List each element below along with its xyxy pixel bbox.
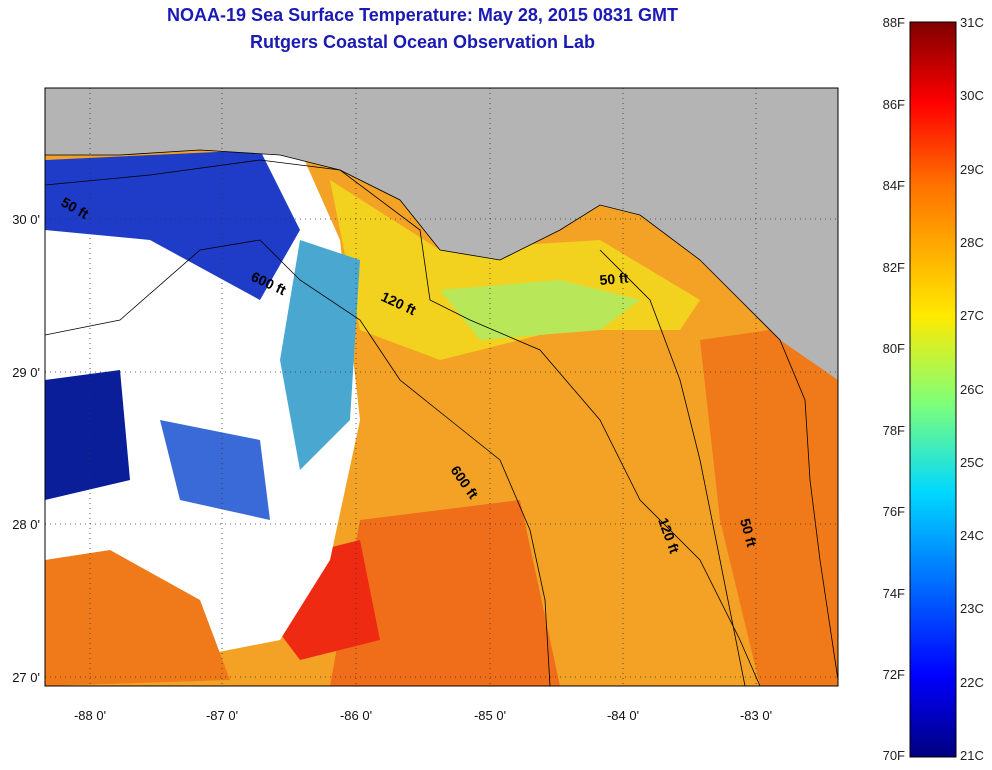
lon-tick-label: -87 0': [206, 708, 238, 723]
latitude-axis: 30 0' 29 0' 28 0' 27 0': [12, 212, 40, 685]
longitude-axis: -88 0' -87 0' -86 0' -85 0' -84 0' -83 0…: [74, 708, 772, 723]
colorbar-c-label: 31C: [960, 15, 984, 30]
colorbar-f-label: 78F: [883, 423, 905, 438]
graticule: [45, 88, 838, 686]
colorbar-f-label: 88F: [883, 15, 905, 30]
colorbar-c-label: 24C: [960, 528, 984, 543]
colorbar: [909, 21, 957, 758]
cool-water-patch: [160, 420, 270, 520]
colorbar-fahrenheit-scale: 88F 86F 84F 82F 80F 78F 76F 74F 72F 70F: [883, 15, 905, 763]
lat-tick-label: 27 0': [12, 670, 40, 685]
map-frame: [44, 87, 839, 687]
colorbar-c-label: 28C: [960, 235, 984, 250]
colorbar-f-label: 74F: [883, 586, 905, 601]
colorbar-f-label: 84F: [883, 178, 905, 193]
map-subtitle: Rutgers Coastal Ocean Observation Lab: [249, 32, 596, 52]
map-area: [45, 88, 838, 686]
lat-tick-label: 29 0': [12, 365, 40, 380]
colorbar-c-label: 29C: [960, 162, 984, 177]
cloud-cover: [45, 150, 360, 686]
colorbar-c-label: 25C: [960, 455, 984, 470]
cool-water-north: [45, 150, 300, 300]
lon-tick-label: -88 0': [74, 708, 106, 723]
colorbar-f-label: 82F: [883, 260, 905, 275]
lat-tick-label: 28 0': [12, 517, 40, 532]
lon-tick-label: -83 0': [740, 708, 772, 723]
colorbar-celsius-scale: 31C 30C 29C 28C 27C 26C 25C 24C 23C 22C …: [960, 15, 984, 763]
sea-surface-hot-east: [700, 330, 838, 686]
colorbar-c-label: 21C: [960, 748, 984, 763]
colorbar-f-label: 72F: [883, 667, 905, 682]
sea-surface-hot-south: [330, 500, 560, 686]
contour-label: 50 ft: [737, 517, 760, 549]
colorbar-c-label: 23C: [960, 601, 984, 616]
contour-label: 50 ft: [599, 270, 629, 288]
mixed-water-patch: [280, 240, 360, 470]
contour-50ft: [45, 159, 761, 686]
land-mass: [45, 88, 838, 380]
sea-surface-green: [440, 280, 640, 340]
map-title: NOAA-19 Sea Surface Temperature: May 28,…: [167, 5, 678, 25]
contour-120ft: [599, 249, 746, 686]
colorbar-f-label: 76F: [883, 504, 905, 519]
colorbar-f-label: 86F: [883, 97, 905, 112]
lon-tick-label: -85 0': [474, 708, 506, 723]
colorbar-c-label: 22C: [960, 675, 984, 690]
colorbar-c-label: 26C: [960, 382, 984, 397]
lon-tick-label: -86 0': [340, 708, 372, 723]
lat-tick-label: 30 0': [12, 212, 40, 227]
coastline: [45, 149, 838, 681]
colorbar-c-label: 30C: [960, 88, 984, 103]
colorbar-c-label: 27C: [960, 308, 984, 323]
warm-water-sw: [45, 550, 230, 686]
contour-600ft: [45, 239, 551, 686]
cool-water-west: [45, 370, 130, 500]
lon-tick-label: -84 0': [607, 708, 639, 723]
colorbar-f-label: 80F: [883, 341, 905, 356]
colorbar-f-label: 70F: [883, 748, 905, 763]
